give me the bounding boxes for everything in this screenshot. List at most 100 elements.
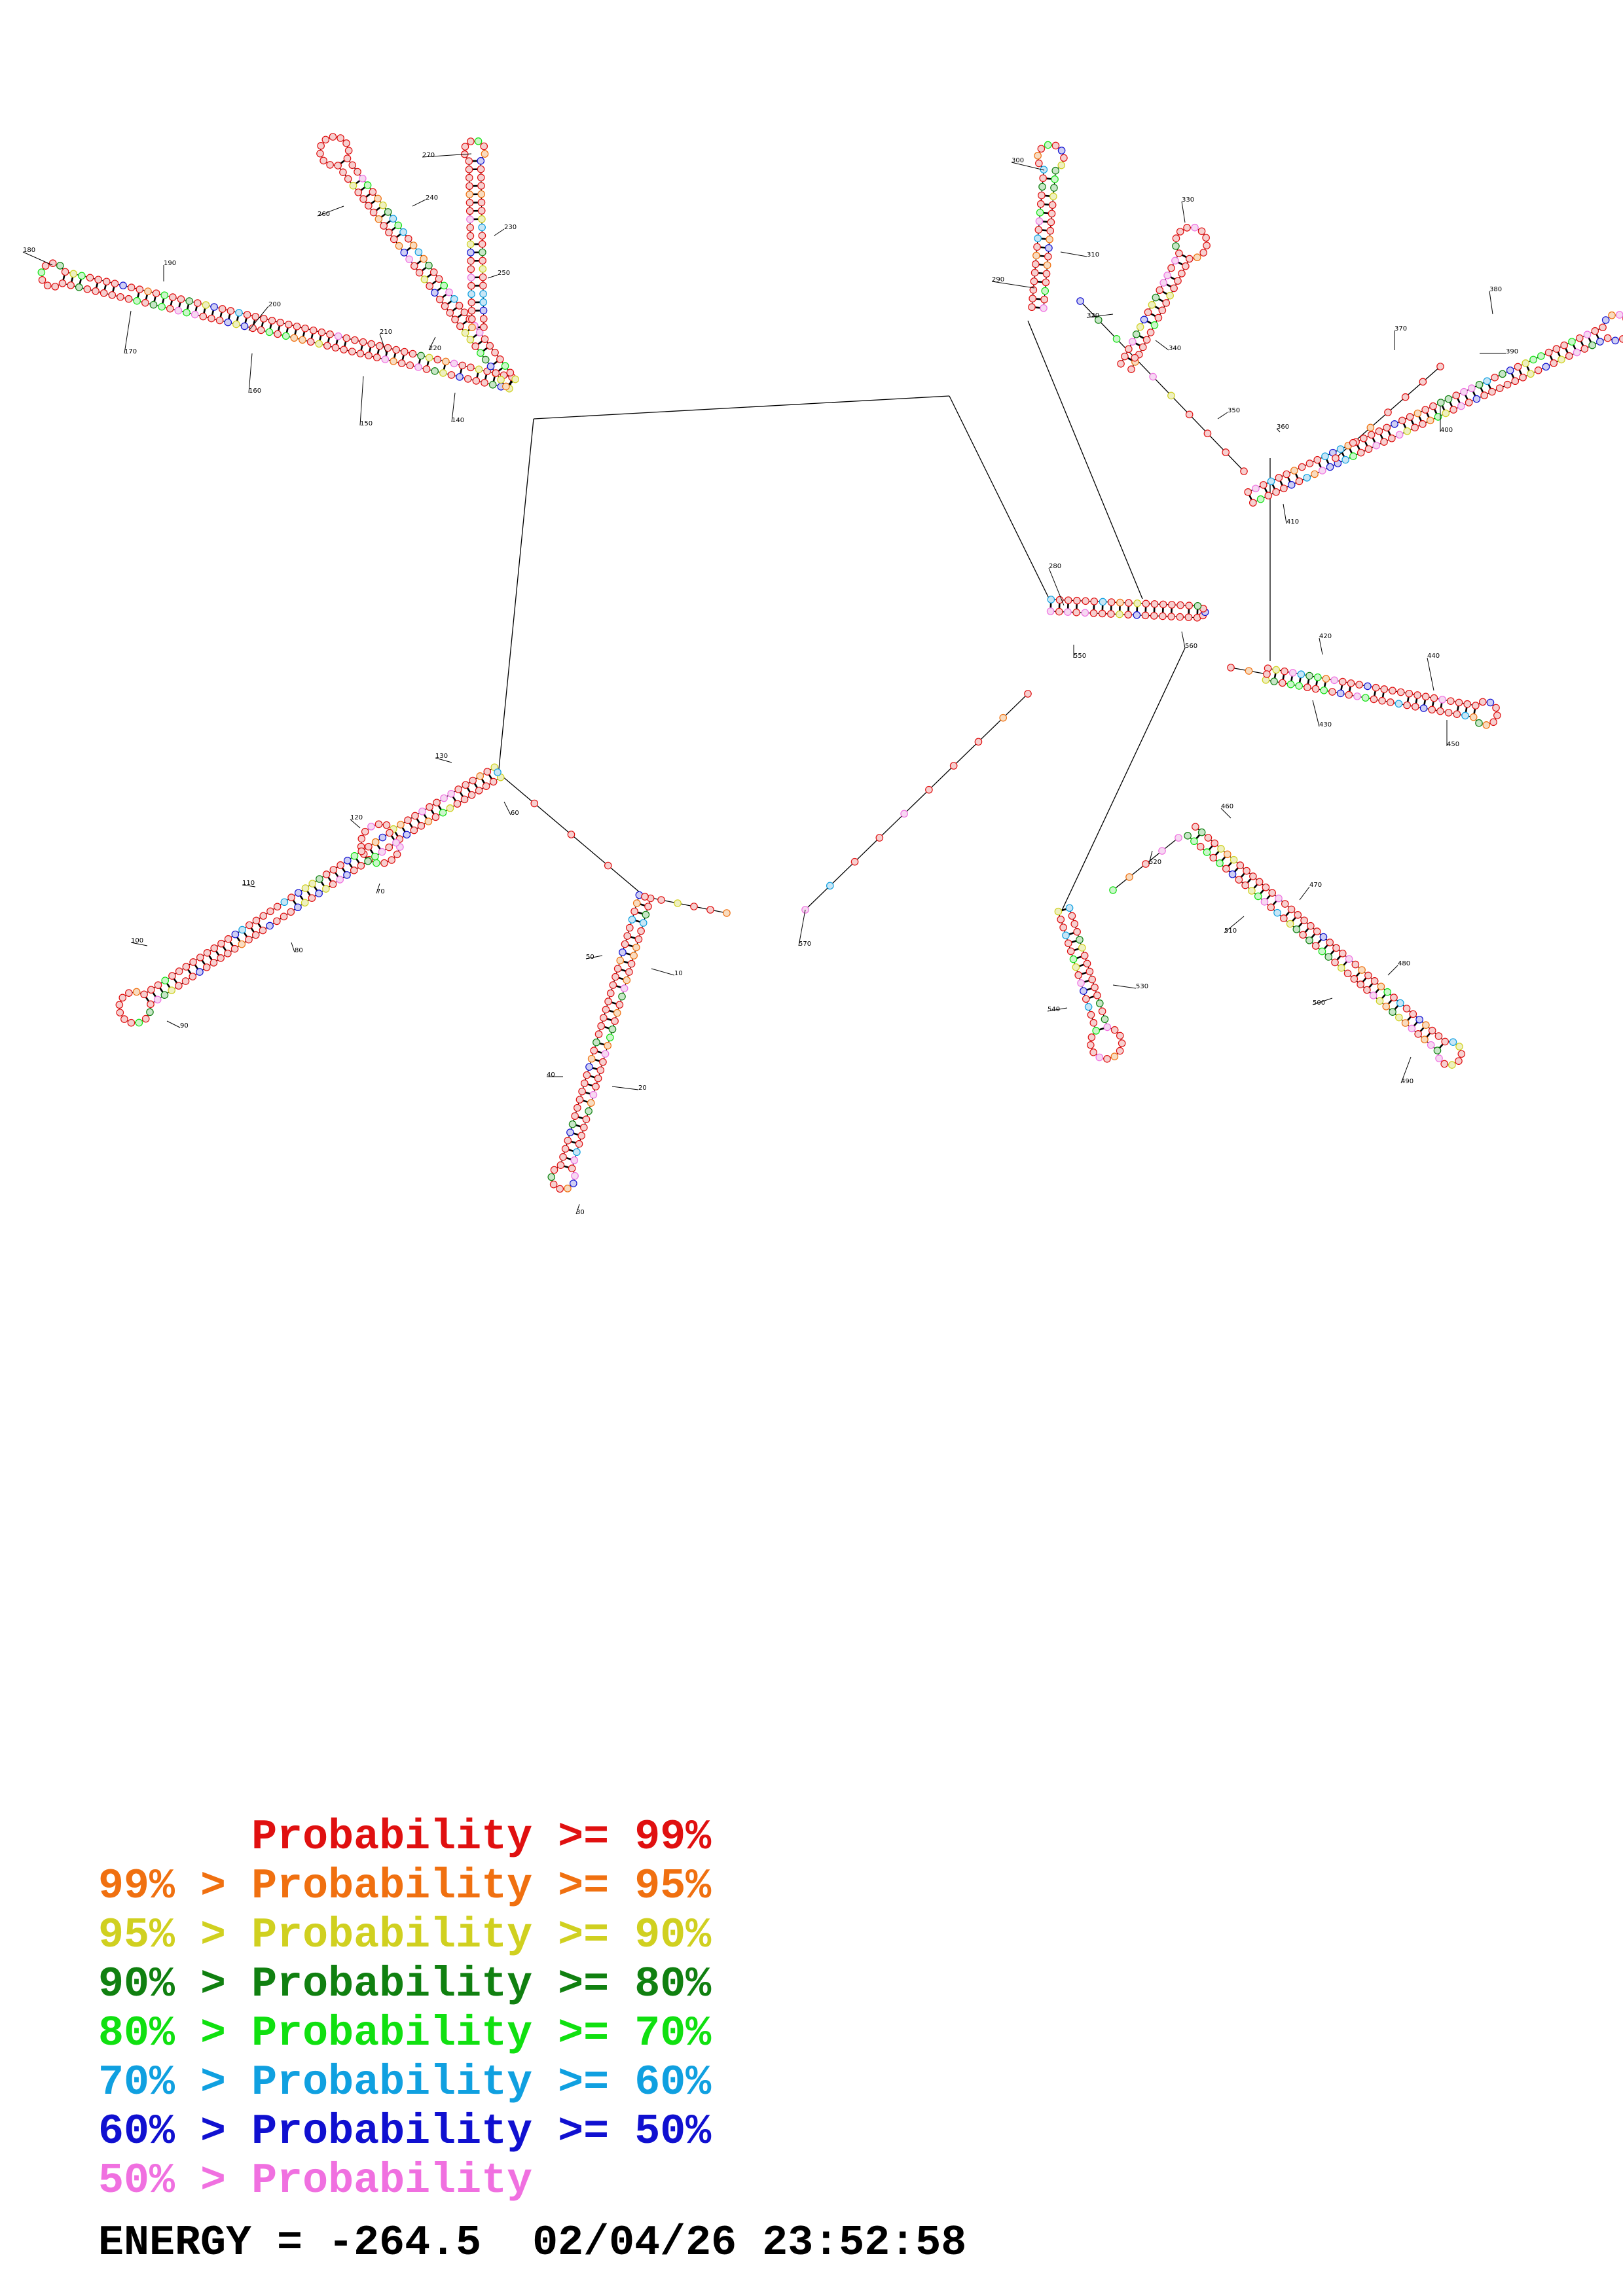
- nucleotide: [549, 1180, 558, 1189]
- nucleotide: [315, 340, 323, 348]
- label-leader: [359, 376, 364, 426]
- nucleotide: [1319, 933, 1328, 941]
- nucleotide: [492, 369, 500, 377]
- nucleotide: [414, 363, 422, 371]
- nucleotide: [1441, 1037, 1450, 1046]
- label-leader: [248, 306, 269, 331]
- nucleotide: [1034, 152, 1042, 160]
- position-label: 10: [674, 970, 683, 977]
- nucleotide: [1057, 161, 1066, 170]
- position-label: 210: [380, 329, 392, 336]
- nucleotide: [642, 910, 650, 919]
- nucleotide: [447, 789, 455, 798]
- nucleotide: [351, 336, 359, 344]
- backbone-segment: [1027, 320, 1143, 600]
- label-leader: [503, 801, 511, 816]
- position-label: 540: [1048, 1006, 1060, 1013]
- nucleotide: [465, 173, 473, 182]
- nucleotide: [1110, 1052, 1119, 1061]
- nucleotide: [1030, 278, 1038, 285]
- nucleotide: [606, 1033, 614, 1041]
- nucleotide: [601, 1050, 610, 1058]
- legend-probability-word: Probability: [251, 1862, 533, 1910]
- nucleotide: [479, 265, 487, 273]
- nucleotide: [632, 943, 640, 952]
- nucleotide: [690, 903, 698, 910]
- nucleotide: [1222, 865, 1230, 873]
- nucleotide: [1511, 377, 1520, 386]
- nucleotide: [189, 973, 197, 980]
- nucleotide: [140, 990, 148, 999]
- nucleotide: [1468, 384, 1476, 393]
- nucleotide: [1395, 700, 1403, 708]
- nucleotide: [1283, 470, 1290, 478]
- nucleotide: [400, 249, 409, 257]
- nucleotide: [475, 365, 483, 374]
- nucleotide: [875, 834, 884, 842]
- nucleotide: [446, 309, 454, 317]
- nucleotide: [1040, 295, 1048, 304]
- nucleotide: [1565, 352, 1573, 360]
- nucleotide: [378, 848, 386, 856]
- nucleotide: [1038, 183, 1046, 191]
- nucleotide: [590, 1047, 598, 1054]
- nucleotide: [227, 307, 235, 315]
- nucleotide: [1076, 936, 1084, 944]
- legend-lower-bound: 80%: [98, 2009, 175, 2058]
- nucleotide: [477, 198, 486, 207]
- nucleotide: [141, 298, 149, 307]
- nucleotide: [657, 896, 665, 904]
- nucleotide: [359, 195, 367, 203]
- nucleotide: [1031, 260, 1040, 268]
- label-leader: [422, 153, 472, 158]
- nucleotide: [1107, 610, 1115, 618]
- position-label: 420: [1319, 633, 1332, 640]
- nucleotide: [1442, 409, 1450, 418]
- nucleotide: [1262, 883, 1270, 891]
- nucleotide: [1089, 1049, 1097, 1056]
- nucleotide: [257, 326, 265, 334]
- nucleotide: [379, 201, 387, 209]
- nucleotide: [478, 223, 486, 232]
- nucleotide: [373, 859, 380, 867]
- nucleotide: [587, 1099, 595, 1107]
- nucleotide: [251, 931, 260, 939]
- nucleotide: [460, 795, 469, 804]
- nucleotide: [1434, 1032, 1443, 1040]
- nucleotide: [349, 181, 357, 190]
- nucleotide: [405, 234, 412, 243]
- nucleotide: [1366, 423, 1375, 432]
- legend-operator: >=: [558, 1960, 610, 2009]
- nucleotide: [594, 1074, 602, 1083]
- nucleotide: [1444, 709, 1453, 717]
- nucleotide: [194, 299, 202, 307]
- label-leader: [376, 883, 380, 894]
- nucleotide: [1435, 1054, 1443, 1062]
- nucleotide: [224, 949, 232, 958]
- nucleotide: [146, 1008, 154, 1016]
- nucleotide: [334, 162, 342, 170]
- nucleotide: [51, 283, 60, 291]
- nucleotide: [1299, 931, 1307, 939]
- nucleotide: [1184, 613, 1193, 621]
- nucleotide: [630, 907, 638, 916]
- nucleotide: [1421, 1035, 1429, 1044]
- nucleotide: [471, 342, 479, 350]
- nucleotide: [467, 290, 475, 298]
- nucleotide: [1436, 707, 1444, 715]
- nucleotide: [632, 899, 641, 907]
- label-leader: [1387, 965, 1398, 976]
- nucleotide: [367, 340, 376, 348]
- nucleotide: [1591, 327, 1599, 335]
- nucleotide: [594, 1030, 603, 1038]
- nucleotide: [1475, 719, 1483, 727]
- nucleotide: [1527, 370, 1535, 378]
- nucleotide: [445, 288, 453, 296]
- nucleotide: [453, 800, 462, 808]
- nucleotide: [388, 856, 395, 864]
- nucleotide: [160, 991, 169, 999]
- position-label: 140: [452, 417, 464, 424]
- nucleotide: [1493, 711, 1501, 719]
- nucleotide: [141, 1014, 150, 1023]
- nucleotide: [637, 927, 645, 935]
